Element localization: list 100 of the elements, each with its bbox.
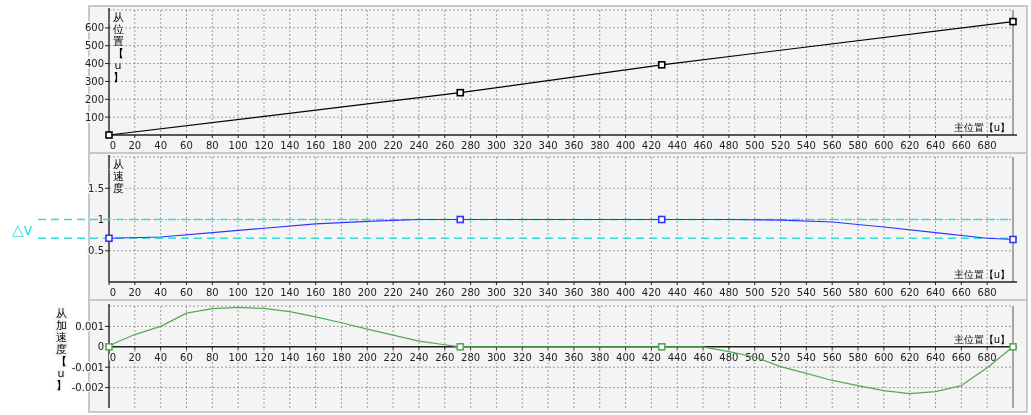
x-tick-label: 200: [357, 287, 377, 298]
x-tick-label: 440: [667, 351, 687, 363]
x-tick-label: 480: [719, 351, 739, 363]
x-tick-label: 20: [128, 351, 142, 363]
y-axis-title: 从加速度【u】: [55, 307, 67, 392]
x-tick-label: 620: [900, 140, 920, 151]
x-tick-label: 60: [180, 287, 193, 298]
x-tick-label: 540: [796, 351, 816, 363]
x-tick-label: 480: [719, 287, 739, 298]
x-tick-label: 140: [280, 351, 300, 363]
x-tick-label: 80: [205, 140, 219, 151]
x-tick-label: 460: [693, 287, 713, 298]
x-axis-title: 主位置【u】: [953, 269, 1010, 280]
x-tick-label: 60: [180, 351, 193, 363]
x-tick-label: 220: [383, 140, 403, 151]
x-tick-label: 120: [254, 287, 274, 298]
x-tick-label: 140: [280, 287, 300, 298]
x-tick-label: 520: [771, 140, 791, 151]
y-tick-label: 500: [84, 40, 104, 52]
x-tick-label: 200: [357, 351, 377, 363]
y-tick-label: -0.001: [71, 361, 104, 373]
x-tick-label: 460: [693, 140, 713, 151]
x-tick-label: 120: [254, 351, 274, 363]
x-tick-label: 560: [822, 351, 842, 363]
x-tick-label: 580: [848, 351, 868, 363]
x-tick-label: 600: [874, 140, 894, 151]
x-tick-label: 320: [512, 287, 532, 298]
x-tick-label: 460: [693, 351, 713, 363]
x-tick-label: 340: [538, 351, 558, 363]
x-tick-label: 340: [538, 140, 558, 151]
x-axis-title: 主位置【u】: [953, 122, 1010, 133]
x-tick-label: 340: [538, 287, 558, 298]
x-tick-label: 20: [128, 140, 142, 151]
x-tick-label: 640: [925, 287, 946, 298]
y-tick-label: 0: [97, 341, 104, 353]
x-tick-label: 560: [822, 287, 842, 298]
x-tick-label: 320: [512, 140, 532, 151]
y-tick-label: 200: [84, 93, 104, 105]
point: [105, 234, 113, 243]
y-tick-label: -0.002: [71, 382, 104, 394]
x-tick-label: 660: [951, 351, 971, 363]
x-tick-label: 240: [409, 351, 429, 363]
x-tick-label: 680: [977, 287, 997, 298]
x-tick-label: 360: [564, 351, 584, 363]
x-tick-label: 540: [796, 140, 816, 151]
point: [456, 215, 465, 224]
x-tick-label: 520: [771, 287, 791, 298]
x-tick-label: 600: [874, 287, 894, 298]
point: [657, 215, 666, 224]
x-tick-label: 0: [109, 140, 117, 151]
x-tick-label: 360: [564, 140, 584, 151]
x-tick-label: 400: [616, 287, 636, 298]
x-tick-label: 620: [900, 287, 920, 298]
point: [657, 61, 666, 69]
x-tick-label: 280: [461, 140, 481, 151]
y-tick-label: 1: [97, 214, 104, 225]
y-tick-label: 0.5: [88, 245, 104, 257]
x-tick-label: 420: [641, 287, 661, 298]
x-tick-label: 40: [154, 140, 168, 151]
x-tick-label: 580: [848, 287, 868, 298]
x-tick-label: 660: [951, 140, 971, 151]
x-tick-label: 180: [331, 351, 351, 363]
x-tick-label: 20: [128, 287, 142, 298]
x-tick-label: 440: [667, 287, 687, 298]
x-tick-label: 420: [641, 351, 661, 363]
x-axis-title: 主位置【u】: [953, 333, 1010, 345]
x-tick-label: 380: [590, 287, 610, 298]
x-tick-label: 500: [745, 287, 765, 298]
x-tick-label: 240: [409, 140, 429, 151]
x-tick-label: 0: [109, 287, 117, 298]
x-tick-label: 160: [306, 287, 326, 298]
x-tick-label: 0: [109, 351, 117, 363]
x-tick-label: 660: [951, 287, 971, 298]
x-tick-label: 120: [254, 140, 274, 151]
x-tick-label: 100: [228, 140, 248, 151]
y-tick-label: 300: [84, 75, 104, 87]
x-tick-label: 40: [154, 287, 168, 298]
x-tick-label: 160: [306, 351, 326, 363]
y-axis-title: 从速度: [112, 158, 124, 195]
x-tick-label: 500: [745, 140, 765, 151]
x-tick-label: 480: [719, 140, 739, 151]
x-tick-label: 580: [848, 140, 868, 151]
x-tick-label: 220: [383, 287, 403, 298]
x-tick-label: 280: [461, 287, 481, 298]
x-tick-label: 400: [616, 351, 636, 363]
x-tick-label: 640: [925, 140, 946, 151]
point: [1009, 235, 1017, 244]
x-tick-label: 40: [154, 351, 168, 363]
x-tick-label: 260: [435, 351, 455, 363]
x-tick-label: 560: [822, 140, 842, 151]
x-tick-label: 100: [228, 351, 248, 363]
y-axis-title: 从位置【u】: [112, 11, 124, 84]
y-tick-label: 0.001: [75, 320, 104, 332]
x-tick-label: 240: [409, 287, 429, 298]
x-tick-label: 80: [205, 287, 219, 298]
x-tick-label: 180: [331, 287, 351, 298]
y-tick-label: 400: [84, 58, 104, 70]
x-tick-label: 320: [512, 351, 532, 363]
x-tick-label: 400: [616, 140, 636, 151]
x-tick-label: 300: [486, 351, 506, 363]
